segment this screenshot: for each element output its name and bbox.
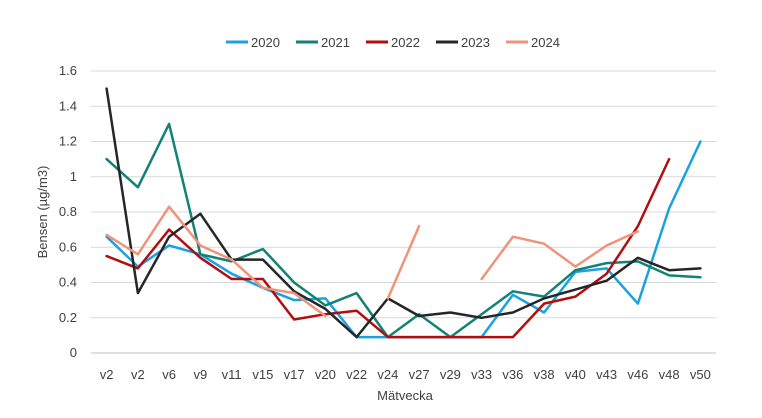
legend-label: 2021 [321, 35, 350, 50]
legend-label: 2020 [251, 35, 280, 50]
y-tick-label: 0.6 [59, 239, 77, 254]
y-tick-label: 1.2 [59, 134, 77, 149]
legend-item-2022: 2022 [366, 35, 420, 50]
x-tick-label: v29 [440, 367, 461, 382]
gridlines [91, 70, 716, 354]
y-axis-ticks: 0 0.2 0.4 0.6 0.8 1 1.2 1.4 1.6 [59, 63, 77, 360]
x-tick-label: v11 [222, 367, 242, 382]
x-tick-label: v22 [346, 367, 367, 382]
y-tick-label: 0.8 [59, 204, 77, 219]
x-tick-label: v2 [100, 367, 114, 382]
x-tick-label: v2 [131, 367, 145, 382]
x-tick-label: v50 [690, 367, 711, 382]
x-tick-label: v36 [502, 367, 523, 382]
x-tick-label: v17 [284, 367, 305, 382]
legend-item-2024: 2024 [506, 35, 560, 50]
x-axis-title: Mätvecka [377, 388, 433, 403]
legend-label: 2024 [531, 35, 560, 50]
x-tick-label: v15 [252, 367, 273, 382]
series-2023 [105, 87, 702, 339]
legend-label: 2022 [391, 35, 420, 50]
legend-item-2020: 2020 [226, 35, 280, 50]
x-tick-label: v9 [194, 367, 208, 382]
legend-item-2023: 2023 [436, 35, 490, 50]
x-tick-label: v6 [162, 367, 176, 382]
x-tick-label: v24 [377, 367, 398, 382]
legend-item-2021: 2021 [296, 35, 350, 50]
y-tick-label: 1.6 [59, 63, 77, 78]
x-tick-label: v48 [659, 367, 680, 382]
series-lines [105, 87, 702, 339]
y-axis-title: Bensen (µg/m3) [35, 166, 50, 259]
x-tick-label: v33 [471, 367, 492, 382]
x-tick-label: v46 [627, 367, 648, 382]
series-2024 [105, 205, 640, 318]
legend-label: 2023 [461, 35, 490, 50]
x-tick-label: v27 [409, 367, 430, 382]
series-line-2023 [105, 87, 702, 339]
y-tick-label: 1.4 [59, 98, 77, 113]
x-tick-label: v43 [596, 367, 617, 382]
series-line-2024 [105, 205, 640, 318]
y-tick-label: 0.2 [59, 310, 77, 325]
series-line-2022 [105, 157, 671, 339]
y-tick-label: 1 [70, 169, 77, 184]
x-axis-ticks: v2 v2 v6 v9 v11 v15 v17 v20 v22 v24 v27 v29 v33 v36 v3… [100, 367, 711, 382]
y-tick-label: 0.4 [59, 275, 77, 290]
series-2021 [105, 122, 702, 339]
series-2022 [105, 157, 671, 339]
legend: 2020 2021 2022 2023 2024 [226, 35, 560, 50]
x-tick-label: v38 [534, 367, 555, 382]
x-tick-label: v40 [565, 367, 586, 382]
series-line-2021 [105, 122, 702, 339]
y-tick-label: 0 [70, 345, 77, 360]
x-tick-label: v20 [315, 367, 336, 382]
